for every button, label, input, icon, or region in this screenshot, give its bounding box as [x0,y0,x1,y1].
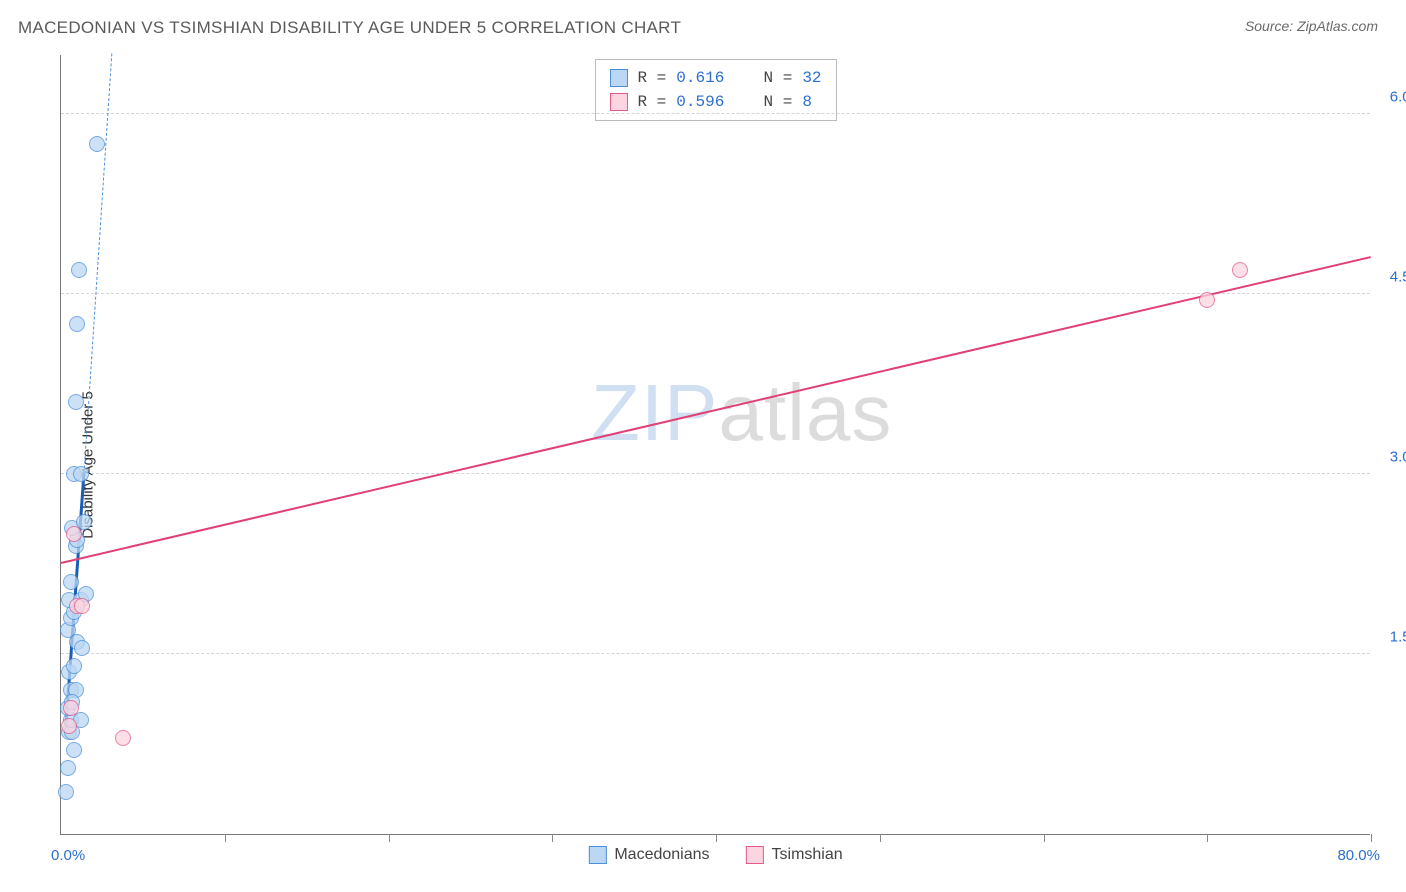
data-point [71,262,87,278]
chart-header: MACEDONIAN VS TSIMSHIAN DISABILITY AGE U… [0,0,1406,38]
stats-row: R = 0.616 N = 32 [609,66,821,90]
y-tick-label: 6.0% [1390,89,1406,106]
data-point [115,730,131,746]
plot-area: ZIPatlas R = 0.616 N = 32 R = 0.596 N = 8 0.… [60,55,1370,835]
data-point [73,466,89,482]
legend-item: Tsimshian [746,846,843,864]
stats-n-value: 8 [802,93,812,111]
stats-row: R = 0.596 N = 8 [609,90,821,114]
trend-line [61,256,1371,564]
stats-r-label: R = [637,69,666,87]
x-tick [1207,834,1208,842]
x-tick [389,834,390,842]
gridline [61,113,1370,114]
x-tick [880,834,881,842]
data-point [66,658,82,674]
data-point [68,394,84,410]
data-point [1199,292,1215,308]
data-point [1232,262,1248,278]
y-tick-label: 3.0% [1390,449,1406,466]
stats-swatch [609,93,627,111]
legend-label: Macedonians [614,846,709,864]
data-point [66,742,82,758]
gridline [61,293,1370,294]
stats-n-label: N = [764,69,793,87]
data-point [69,316,85,332]
data-point [61,718,77,734]
x-tick [716,834,717,842]
gridline [61,473,1370,474]
stats-swatch [609,69,627,87]
trend-line-extension [83,53,112,473]
x-max-label: 80.0% [1337,847,1380,864]
data-point [74,640,90,656]
y-tick-label: 1.5% [1390,629,1406,646]
chart-container: Disability Age Under 5 ZIPatlas R =0.616… [18,55,1388,875]
stats-n-value: 32 [802,69,821,87]
source-label: Source: ZipAtlas.com [1245,18,1378,34]
data-point [89,136,105,152]
data-point [63,700,79,716]
stats-r-value: 0.596 [676,93,724,111]
legend-swatch [746,846,764,864]
stats-n-label: N = [764,93,793,111]
data-point [66,526,82,542]
x-tick [225,834,226,842]
x-tick [1371,834,1372,842]
stats-box: R = 0.616 N = 32 R = 0.596 N = 8 [594,59,836,121]
x-tick [1044,834,1045,842]
stats-r-value: 0.616 [676,69,724,87]
watermark: ZIPatlas [591,367,892,459]
x-min-label: 0.0% [51,847,85,864]
legend: Macedonians Tsimshian [588,846,842,864]
x-tick [552,834,553,842]
legend-swatch [588,846,606,864]
gridline [61,653,1370,654]
data-point [60,760,76,776]
watermark-atlas: atlas [718,368,892,457]
legend-label: Tsimshian [772,846,843,864]
data-point [74,598,90,614]
chart-title: MACEDONIAN VS TSIMSHIAN DISABILITY AGE U… [18,18,681,38]
y-tick-label: 4.5% [1390,269,1406,286]
data-point [63,574,79,590]
legend-item: Macedonians [588,846,709,864]
stats-r-label: R = [637,93,666,111]
data-point [58,784,74,800]
